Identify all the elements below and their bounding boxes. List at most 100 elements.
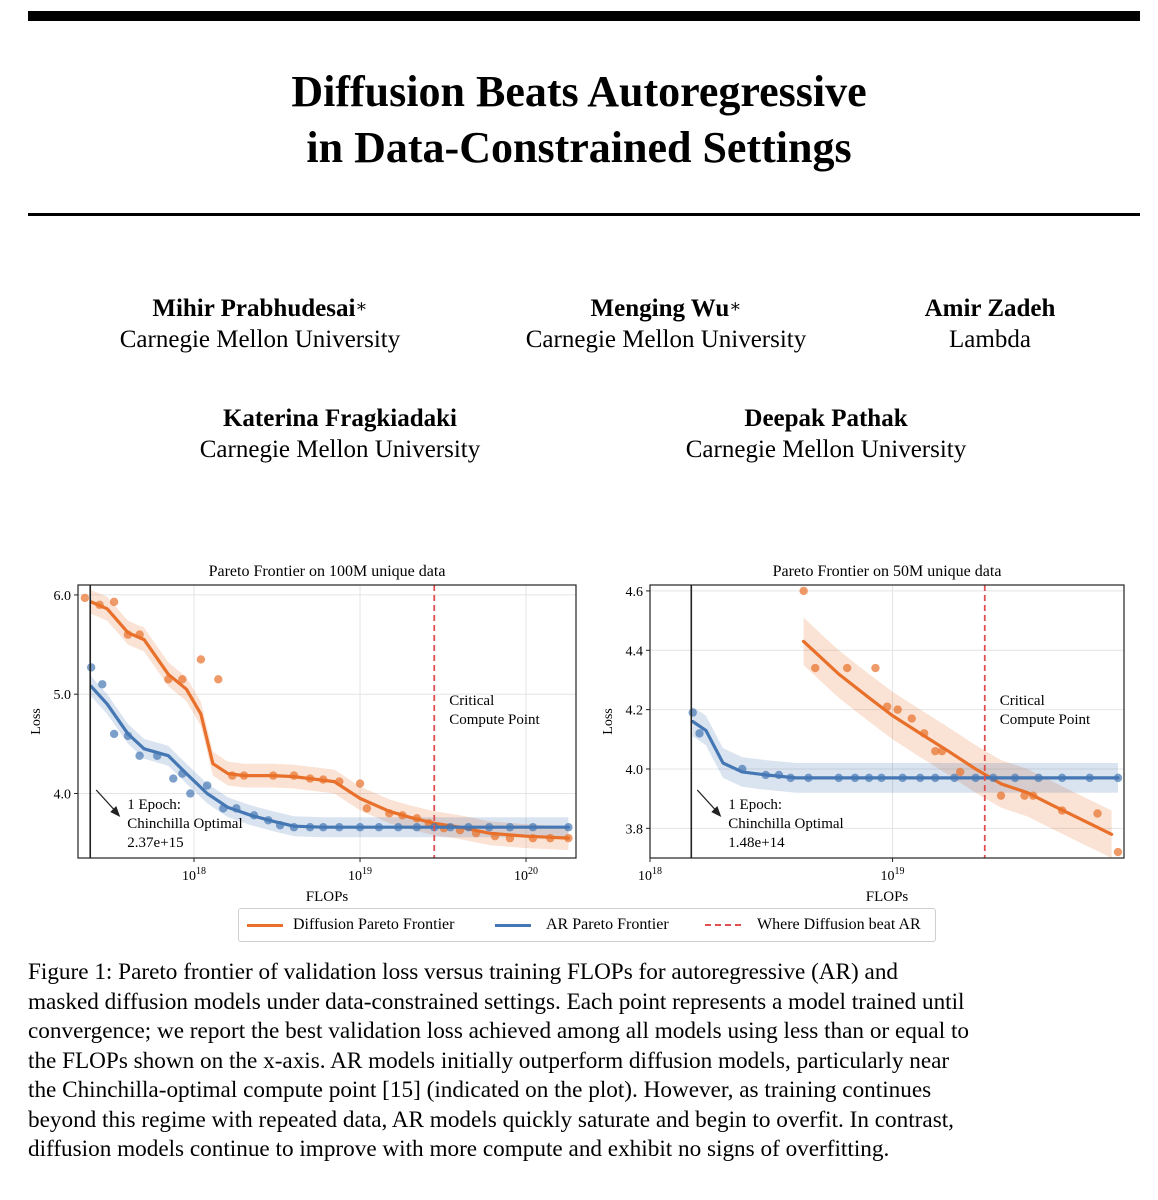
data-point-diffusion — [305, 774, 315, 783]
author-name: Mihir Prabhudesai∗ — [152, 295, 368, 322]
data-point-ar — [898, 773, 907, 783]
data-point-ar — [738, 764, 747, 774]
data-point-diffusion — [882, 702, 892, 711]
top-rule — [28, 11, 1140, 21]
data-point-diffusion — [907, 714, 916, 723]
data-point-diffusion — [564, 833, 573, 843]
data-point-diffusion — [996, 791, 1006, 800]
plot-frame — [77, 584, 577, 859]
data-point-diffusion — [228, 771, 237, 780]
data-point-diffusion — [505, 833, 515, 843]
data-point-diffusion — [412, 814, 422, 823]
data-point-ar — [695, 729, 704, 738]
data-point-diffusion — [937, 746, 947, 756]
data-point-ar — [374, 823, 384, 832]
confidence-band-diffusion — [91, 590, 569, 851]
chart-legend: Diffusion Pareto Frontier AR Pareto Fron… — [238, 908, 936, 942]
data-point-diffusion — [893, 705, 902, 714]
data-point-ar — [123, 731, 133, 741]
data-point-ar — [850, 773, 860, 783]
y-tick-label: 3.8 — [626, 822, 644, 837]
data-point-ar — [564, 823, 573, 832]
author-block: Amir Zadeh Lambda — [890, 293, 1090, 355]
critical-annotation-text: Critical — [1000, 693, 1045, 709]
chinchilla-arrow-head — [711, 806, 722, 817]
data-point-ar — [153, 751, 162, 760]
x-axis-label: FLOPs — [306, 889, 349, 905]
x-axis-label: FLOPs — [866, 889, 909, 905]
data-point-diffusion — [135, 630, 144, 639]
data-point-diffusion — [385, 809, 394, 818]
legend-swatch-critical — [705, 924, 741, 926]
chinchilla-annotation-text: Chinchilla Optimal — [127, 816, 242, 832]
data-point-ar — [464, 823, 473, 832]
data-point-ar — [834, 773, 843, 783]
data-point-diffusion — [871, 663, 880, 673]
data-point-diffusion — [335, 777, 344, 786]
data-point-diffusion — [196, 655, 206, 664]
x-tick-label: 1018 — [182, 866, 206, 884]
chart-panel: Pareto Frontier on 50M unique data 3.8 4.0… — [601, 563, 1125, 905]
chinchilla-arrow-head — [110, 806, 121, 817]
data-point-ar — [289, 823, 299, 832]
caption-line: diffusion models continue to improve wit… — [28, 1136, 890, 1162]
plot-area — [80, 590, 573, 851]
data-point-diffusion — [931, 746, 940, 756]
data-point-diffusion — [164, 675, 173, 684]
data-point-ar — [186, 789, 195, 798]
author-name: Amir Zadeh — [924, 295, 1056, 322]
author-name: Menging Wu∗ — [590, 295, 742, 322]
author-name: Deepak Pathak — [744, 405, 908, 432]
data-point-diffusion — [490, 831, 500, 841]
caption-line: the FLOPs shown on the x-axis. AR models… — [28, 1047, 950, 1074]
data-point-diffusion — [123, 630, 133, 639]
critical-annotation-text: Compute Point — [449, 712, 540, 728]
y-tick-label: 6.0 — [54, 589, 72, 604]
data-point-diffusion — [1093, 809, 1102, 818]
chinchilla-annotation-text: 1 Epoch: — [127, 797, 181, 813]
data-point-diffusion — [319, 775, 328, 784]
data-point-ar — [761, 770, 770, 780]
confidence-band-ar — [692, 706, 1118, 793]
series-line-diffusion — [802, 639, 1114, 836]
data-point-ar — [109, 729, 119, 739]
data-point-ar — [178, 769, 187, 778]
data-point-diffusion — [919, 729, 929, 738]
data-point-ar — [505, 823, 515, 832]
data-point-ar — [219, 804, 228, 813]
data-point-ar — [1085, 773, 1094, 783]
data-point-diffusion — [528, 833, 538, 843]
data-point-diffusion — [362, 804, 372, 813]
data-point-ar — [1034, 773, 1043, 783]
figure-1-charts: Pareto Frontier on 100M unique data 4.0 5.… — [29, 563, 1125, 905]
legend-label-critical: Where Diffusion beat AR — [757, 916, 921, 933]
data-point-diffusion — [355, 779, 365, 788]
legend-swatch-diffusion — [247, 924, 283, 927]
author-block: Mihir Prabhudesai∗ Carnegie Mellon Unive… — [60, 293, 460, 355]
x-tick-label: 1019 — [348, 866, 372, 884]
author-affiliation: Carnegie Mellon University — [119, 326, 401, 353]
data-point-diffusion — [546, 833, 555, 843]
chinchilla-annotation-text: 2.37e+15 — [127, 835, 183, 851]
data-point-diffusion — [80, 593, 90, 603]
y-axis-label: Loss — [29, 708, 44, 734]
legend-swatch-ar — [495, 924, 531, 927]
legend-label-diffusion: Diffusion Pareto Frontier — [293, 916, 455, 933]
data-point-ar — [446, 823, 455, 832]
data-point-ar — [98, 680, 107, 689]
caption-line: beyond this regime with repeated data, A… — [28, 1106, 954, 1133]
data-point-ar — [335, 823, 344, 832]
figure-caption: Figure 1: Pareto frontier of validation … — [28, 958, 1140, 1165]
data-point-diffusion — [109, 597, 119, 607]
data-point-ar — [412, 823, 422, 832]
data-point-ar — [864, 773, 874, 783]
data-point-ar — [989, 773, 998, 783]
data-point-ar — [355, 823, 365, 832]
paper-title-line-2: in Data-Constrained Settings — [306, 123, 852, 172]
data-point-ar — [915, 773, 925, 783]
data-point-ar — [971, 773, 980, 783]
data-point-ar — [950, 773, 959, 783]
chinchilla-annotation-text: 1 Epoch: — [728, 797, 782, 813]
author-name: Katerina Fragkiadaki — [222, 405, 458, 432]
data-point-diffusion — [811, 663, 820, 673]
